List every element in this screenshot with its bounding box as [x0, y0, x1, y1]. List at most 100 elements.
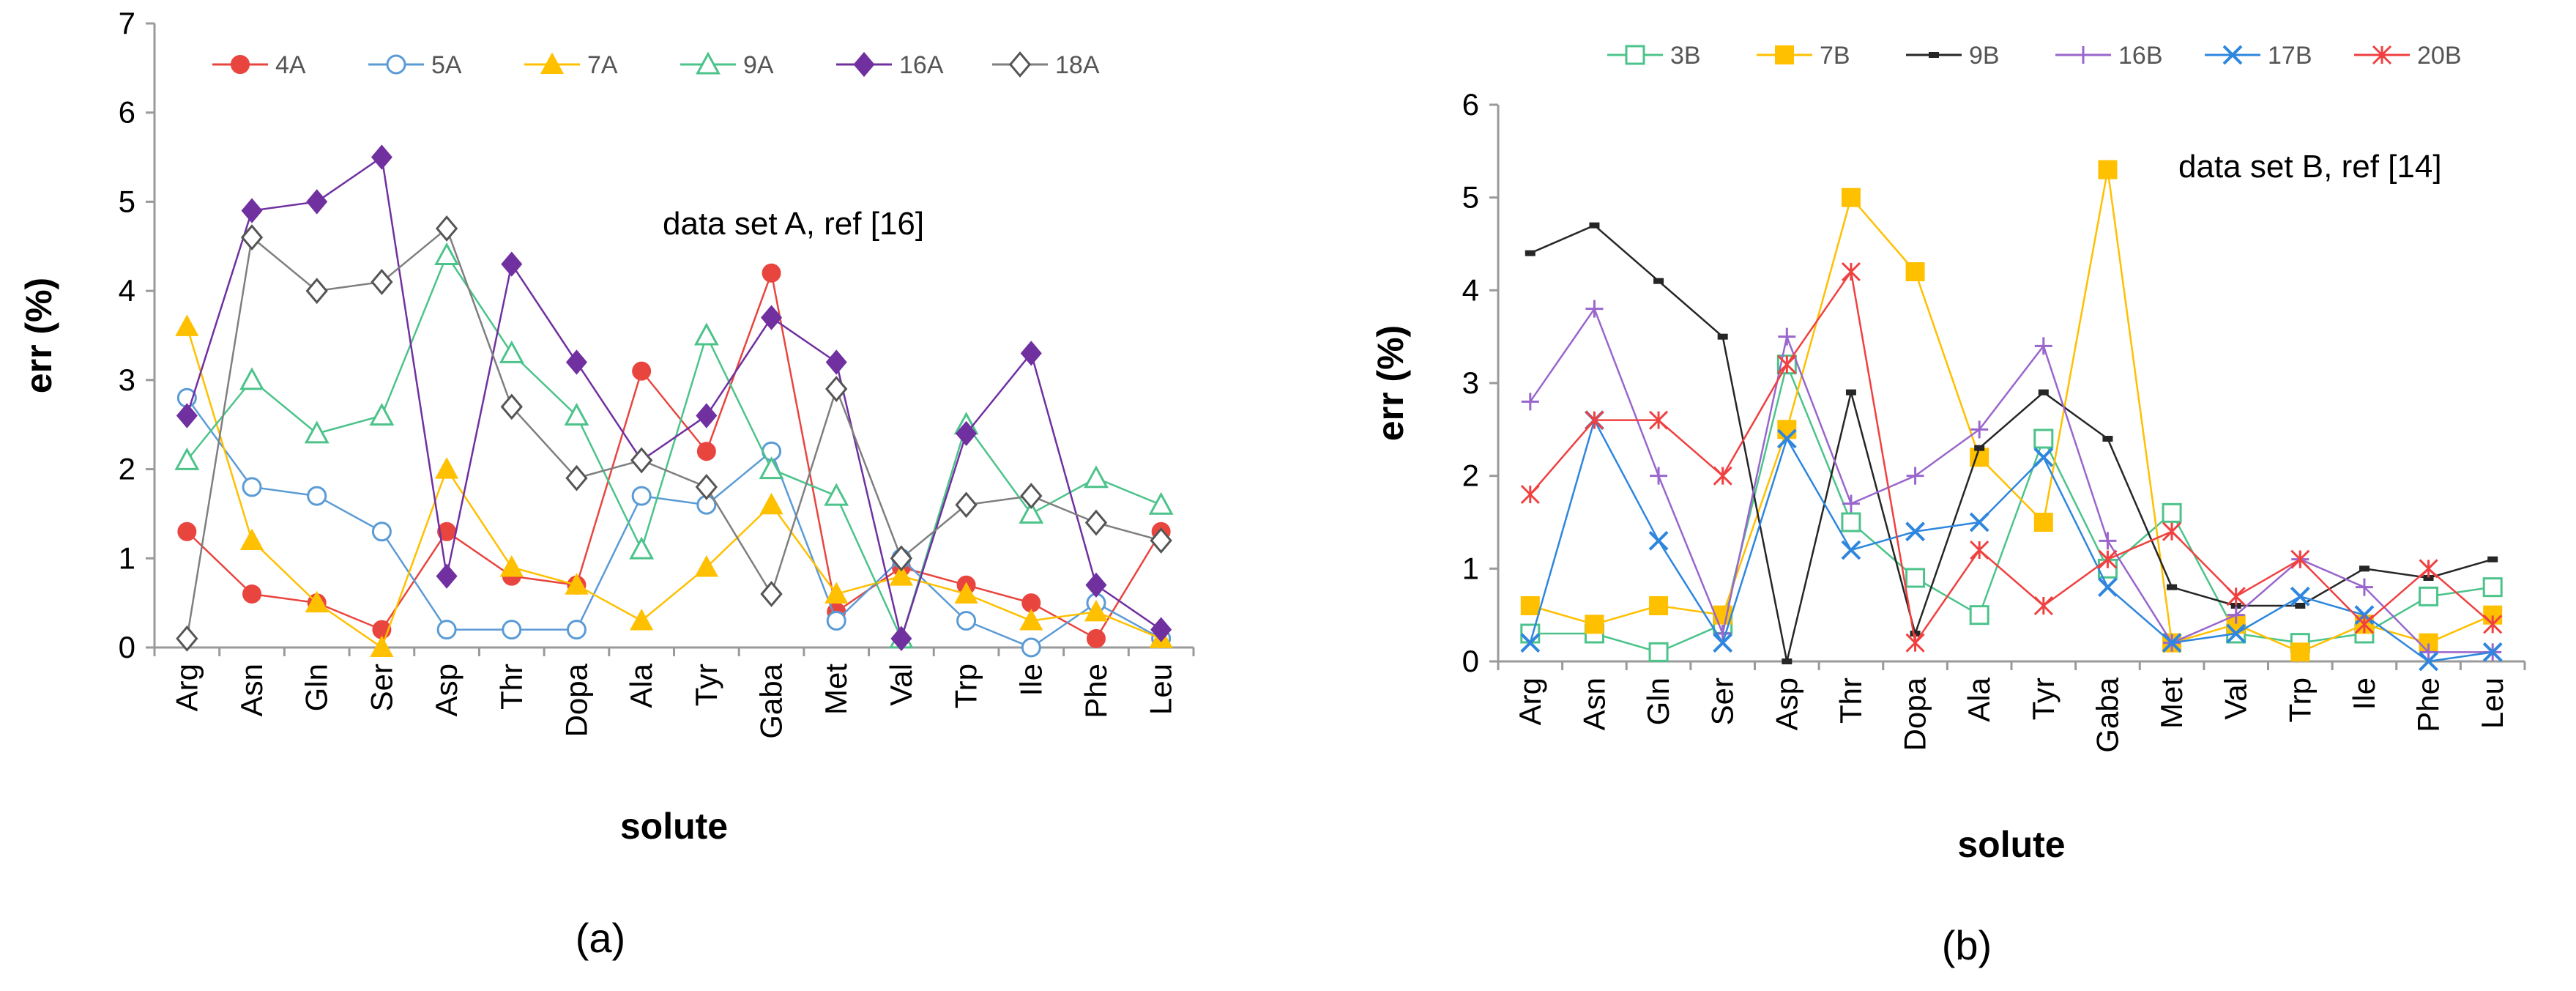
data-point-20B [1905, 633, 1925, 653]
data-point-18A [825, 376, 848, 402]
legend-marker-16B [2074, 46, 2092, 64]
data-point-17B [1969, 512, 1989, 532]
legend-marker-18A [1008, 51, 1032, 78]
data-point-9A [434, 242, 460, 265]
data-point-7A [1019, 608, 1043, 631]
data-point-9A [1019, 500, 1044, 524]
data-point-17B [2354, 605, 2375, 626]
x-tick-label: Trp [949, 664, 983, 708]
data-point-16B [1842, 494, 1860, 513]
data-point-7A [630, 608, 654, 631]
data-point-16A [1085, 572, 1107, 598]
data-point-4A [762, 263, 781, 283]
y-tick-label: 4 [119, 273, 135, 308]
y-tick-label: 1 [119, 541, 135, 575]
data-point-9B [2102, 436, 2113, 442]
y-axis-title: err (%) [18, 278, 59, 393]
legend-label-4A: 4A [275, 51, 306, 79]
data-point-9B [2038, 389, 2049, 396]
legend-marker-16A [853, 51, 875, 78]
data-point-16A [306, 189, 328, 215]
data-point-9B [1782, 658, 1793, 664]
panel-label: (b) [1942, 922, 1992, 968]
data-point-7B [1585, 615, 1604, 634]
data-point-17B [2419, 651, 2438, 672]
data-point-3B [1841, 512, 1861, 532]
data-point-16B [1778, 327, 1796, 346]
data-point-4A [632, 361, 652, 381]
legend-label-16A: 16A [899, 51, 944, 79]
x-tick-label: Gaba [2090, 677, 2124, 752]
data-point-17B [2226, 623, 2246, 644]
data-point-16A [890, 626, 912, 651]
data-point-17B [2162, 633, 2182, 653]
legend-label-3B: 3B [1670, 42, 1701, 70]
data-point-9B [2230, 603, 2241, 609]
series-line-9A [186, 254, 1162, 640]
data-point-17B [2482, 642, 2503, 662]
data-point-3B [2162, 502, 2182, 523]
x-tick-label: Gaba [754, 663, 789, 738]
x-tick-label: Gln [299, 664, 334, 711]
series-18A [176, 215, 1172, 652]
data-point-9A [174, 447, 200, 470]
data-point-20B [1585, 410, 1604, 430]
data-point-20B [2290, 549, 2310, 569]
data-point-4A [696, 442, 716, 461]
data-point-18A [630, 447, 653, 474]
series-9B [1525, 222, 2498, 664]
y-tick-label: 2 [119, 452, 135, 486]
data-point-18A [955, 491, 978, 519]
data-point-17B [1841, 540, 1861, 560]
x-axis-title: solute [620, 806, 728, 847]
y-tick-label: 1 [1462, 551, 1479, 585]
series-line-7A [186, 326, 1162, 649]
legend: 4A 5A 7A 9A 16A 18A [212, 51, 1100, 79]
data-point-18A [760, 581, 783, 607]
data-point-20B [2354, 615, 2375, 634]
x-tick-label: Tyr [689, 664, 723, 706]
data-point-9A [693, 322, 719, 346]
data-point-3B [1905, 568, 1926, 588]
data-point-7B [1520, 596, 1540, 615]
data-point-5A [242, 477, 262, 497]
data-point-20B [1841, 261, 1861, 282]
data-point-16B [2034, 337, 2052, 355]
legend-marker-7A [540, 52, 565, 74]
y-tick-label: 5 [1462, 180, 1479, 215]
data-point-16B [1521, 393, 1539, 411]
data-point-20B [1713, 466, 1732, 486]
legend-marker-4A [231, 55, 250, 74]
data-point-5A [307, 486, 327, 506]
x-tick-label: Ile [1013, 664, 1048, 696]
data-point-17B [2290, 586, 2310, 606]
data-point-3B [1648, 642, 1669, 662]
series-7A [175, 314, 1173, 657]
x-tick-label: Dopa [1898, 677, 1932, 751]
legend-marker-9A [696, 51, 721, 75]
x-tick-label: Val [2219, 678, 2253, 720]
data-point-16B [2099, 532, 2117, 550]
series-17B [1520, 410, 2503, 672]
data-point-9B [1717, 333, 1728, 340]
y-tick-label: 4 [1462, 272, 1479, 307]
data-point-16A [501, 251, 523, 277]
series-4A [177, 263, 1171, 648]
data-point-5A [826, 610, 846, 631]
data-point-18A [1150, 527, 1172, 554]
x-tick-label: Phe [2411, 678, 2446, 732]
x-tick-label: Arg [1513, 678, 1547, 725]
data-point-7A [824, 582, 849, 604]
data-point-7B [1905, 262, 1925, 281]
data-point-7B [1649, 596, 1669, 615]
data-point-9A [369, 403, 395, 426]
data-point-18A [695, 473, 718, 500]
data-point-20B [2419, 559, 2438, 579]
data-point-16B [2355, 578, 2373, 596]
data-point-9A [759, 456, 784, 480]
x-tick-label: Phe [1079, 664, 1113, 719]
data-point-7A [759, 492, 783, 515]
legend-label-9A: 9A [743, 51, 774, 79]
data-point-17B [2033, 447, 2054, 467]
